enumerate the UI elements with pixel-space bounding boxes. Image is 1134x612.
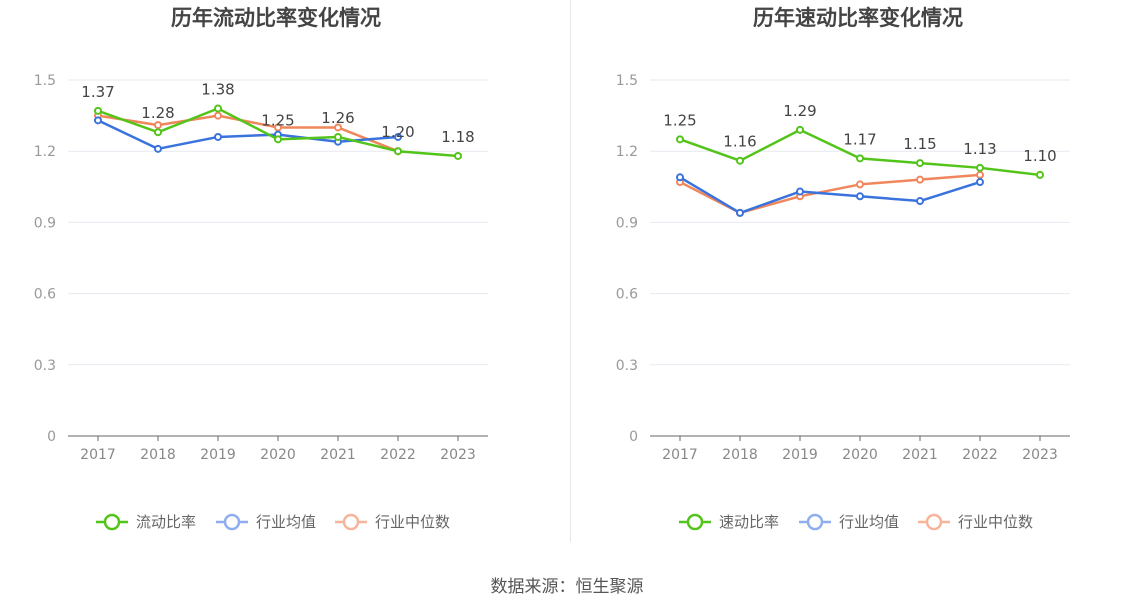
- data-point: [796, 125, 804, 134]
- x-tick-label: 2022: [380, 447, 416, 463]
- data-point: [736, 208, 744, 217]
- legend-marker: [103, 513, 121, 531]
- data-point: [214, 111, 222, 120]
- legend-label: 行业均值: [839, 513, 899, 531]
- legend-label: 行业均值: [256, 513, 316, 531]
- data-label: 1.13: [963, 140, 996, 158]
- y-tick-label: 1.5: [616, 73, 638, 89]
- data-point: [274, 135, 282, 144]
- data-point: [796, 187, 804, 196]
- x-tick-label: 2017: [662, 447, 698, 463]
- data-point: [394, 132, 402, 141]
- y-tick-label: 0.6: [616, 287, 638, 303]
- data-point: [214, 104, 222, 113]
- chart-title: 历年速动比率变化情况: [753, 6, 963, 30]
- data-point: [676, 173, 684, 182]
- x-tick-label: 2020: [260, 447, 296, 463]
- data-point: [916, 197, 924, 206]
- series-line: [97, 114, 399, 153]
- x-tick-label: 2019: [200, 447, 236, 463]
- data-point: [154, 121, 162, 130]
- data-point: [154, 128, 162, 137]
- data-label: 1.15: [903, 135, 936, 153]
- data-point: [1036, 170, 1044, 179]
- data-point: [334, 132, 342, 141]
- data-label: 1.26: [321, 109, 354, 127]
- series-line: [97, 119, 399, 151]
- data-source-label: 数据来源：恒生聚源: [490, 577, 644, 597]
- data-point: [154, 144, 162, 153]
- x-tick-label: 2023: [440, 447, 476, 463]
- data-point: [976, 163, 984, 172]
- data-point: [274, 123, 282, 132]
- legend-marker: [925, 513, 943, 531]
- y-tick-label: 0.9: [616, 215, 638, 231]
- y-tick-label: 0.3: [34, 358, 56, 374]
- data-point: [454, 151, 462, 160]
- x-tick-label: 2023: [1022, 447, 1058, 463]
- x-tick-label: 2018: [722, 447, 758, 463]
- data-label: 1.25: [663, 111, 696, 129]
- data-point: [94, 116, 102, 125]
- x-tick-label: 2018: [140, 447, 176, 463]
- data-label: 1.20: [381, 123, 414, 141]
- data-point: [94, 106, 102, 115]
- quick-ratio-chart: 历年速动比率变化情况 0 0.3 0.6 0.9 1.2 1.5 2017 2018 2019 20…: [616, 6, 1070, 531]
- data-point: [856, 180, 864, 189]
- x-tick-label: 2022: [962, 447, 998, 463]
- data-point: [334, 123, 342, 132]
- chart-divider: [570, 0, 571, 542]
- x-tick-label: 2020: [842, 447, 878, 463]
- data-point: [394, 147, 402, 156]
- data-label: 1.16: [723, 133, 756, 151]
- data-point: [916, 175, 924, 184]
- y-tick-label: 0: [47, 429, 56, 445]
- data-label: 1.28: [141, 104, 174, 122]
- data-label: 1.38: [201, 80, 234, 98]
- y-tick-label: 0: [629, 429, 638, 445]
- data-label: 1.29: [783, 102, 816, 120]
- chart-title: 历年流动比率变化情况: [171, 6, 381, 30]
- data-label: 1.37: [81, 83, 114, 101]
- y-tick-label: 1.2: [34, 144, 56, 160]
- x-tick-label: 2021: [320, 447, 356, 463]
- data-label: 1.25: [261, 111, 294, 129]
- y-tick-label: 0.6: [34, 287, 56, 303]
- y-tick-label: 0.3: [616, 358, 638, 374]
- series-line: [679, 176, 981, 215]
- x-tick-label: 2017: [80, 447, 116, 463]
- legend-label: 行业中位数: [375, 513, 450, 531]
- x-tick-label: 2019: [782, 447, 818, 463]
- current-ratio-chart: 历年流动比率变化情况 0 0.3 0.6 0.9 1.2 1.5 2017 2018 2019 20…: [34, 6, 488, 531]
- y-tick-label: 1.2: [616, 144, 638, 160]
- data-point: [976, 178, 984, 187]
- data-point: [736, 156, 744, 165]
- data-point: [856, 154, 864, 163]
- data-label: 1.18: [441, 128, 474, 146]
- data-point: [976, 170, 984, 179]
- data-label: 1.17: [843, 130, 876, 148]
- legend-label: 流动比率: [136, 513, 196, 531]
- legend-label: 行业中位数: [958, 513, 1033, 531]
- y-tick-label: 0.9: [34, 215, 56, 231]
- legend-marker: [342, 513, 360, 531]
- data-label: 1.10: [1023, 147, 1056, 165]
- x-tick-label: 2021: [902, 447, 938, 463]
- legend-marker: [223, 513, 241, 531]
- y-tick-label: 1.5: [34, 73, 56, 89]
- data-point: [214, 132, 222, 141]
- data-point: [676, 135, 684, 144]
- legend-marker: [686, 513, 704, 531]
- data-point: [916, 159, 924, 168]
- legend-marker: [806, 513, 824, 531]
- legend-label: 速动比率: [719, 513, 779, 531]
- data-point: [856, 192, 864, 201]
